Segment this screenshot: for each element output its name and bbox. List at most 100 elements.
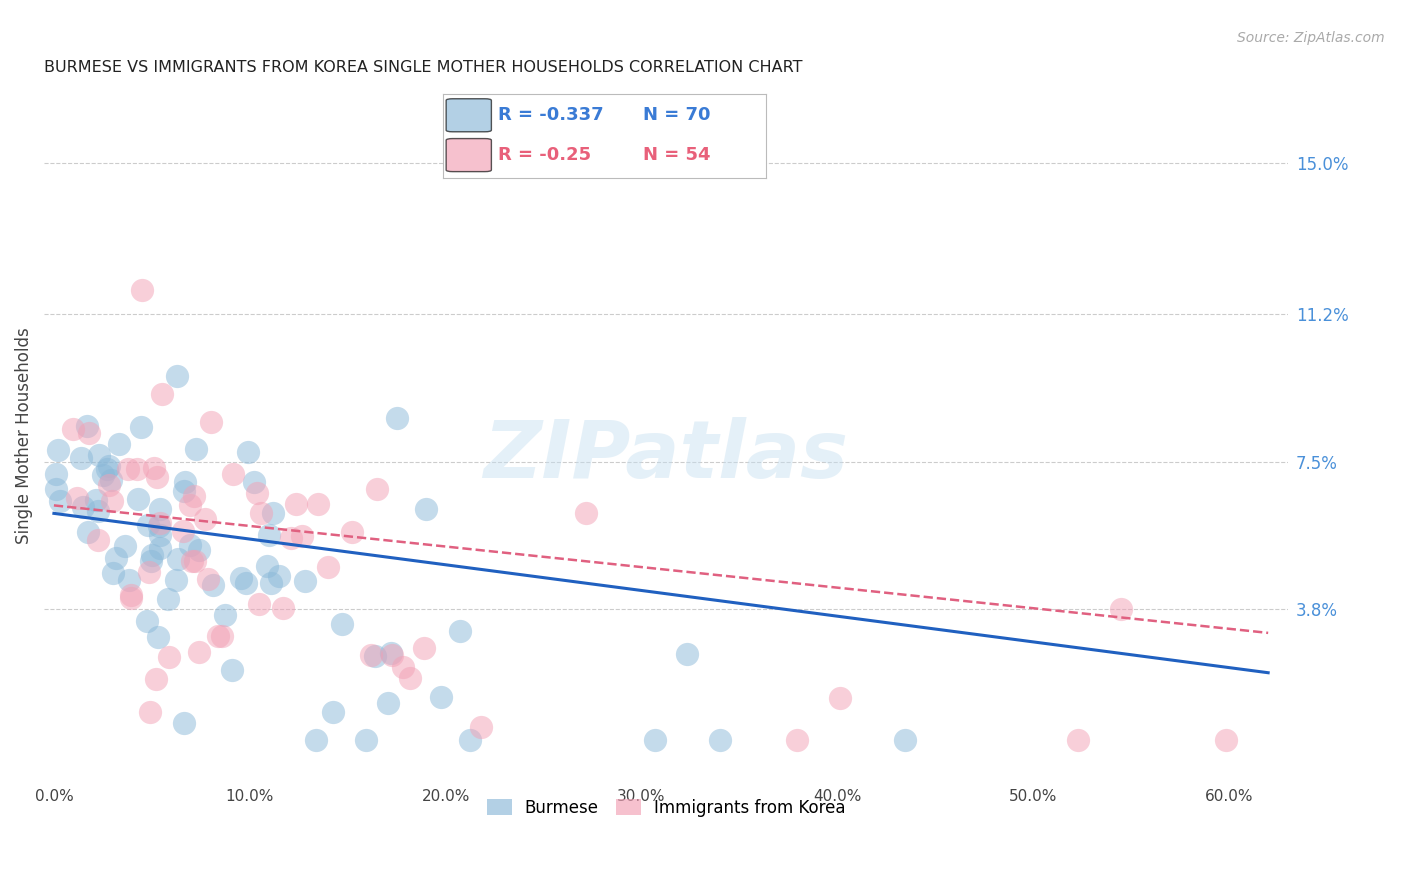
Point [145, 470, 167, 484]
Point [200, 415, 222, 429]
Point [172, 524, 194, 539]
Point [100, 473, 122, 487]
Point [173, 716, 195, 731]
Point [356, 733, 378, 747]
Point [179, 538, 201, 552]
Point [45, 483, 67, 497]
Point [385, 410, 408, 425]
Point [271, 601, 294, 615]
Point [235, 575, 257, 590]
Point [166, 369, 188, 384]
Point [46, 442, 69, 457]
Point [156, 591, 179, 606]
Point [256, 558, 278, 573]
Point [280, 531, 302, 545]
Point [91, 468, 114, 483]
Point [305, 733, 328, 747]
Point [894, 733, 917, 747]
Point [828, 691, 851, 706]
Point [429, 690, 451, 704]
Point [291, 529, 314, 543]
Point [184, 442, 207, 456]
Point [392, 660, 415, 674]
Text: N = 54: N = 54 [644, 146, 711, 164]
Point [165, 573, 187, 587]
Point [644, 733, 666, 747]
Point [114, 539, 136, 553]
Point [187, 543, 209, 558]
Text: Source: ZipAtlas.com: Source: ZipAtlas.com [1237, 31, 1385, 45]
Point [250, 506, 273, 520]
Point [470, 720, 492, 734]
Point [458, 733, 481, 747]
Point [262, 507, 284, 521]
Point [197, 572, 219, 586]
Point [86, 492, 108, 507]
Text: BURMESE VS IMMIGRANTS FROM KOREA SINGLE MOTHER HOUSEHOLDS CORRELATION CHART: BURMESE VS IMMIGRANTS FROM KOREA SINGLE … [44, 60, 803, 75]
Point [101, 494, 124, 508]
Point [575, 506, 598, 520]
FancyBboxPatch shape [446, 99, 492, 132]
Point [294, 574, 316, 588]
Point [127, 491, 149, 506]
Point [257, 528, 280, 542]
Point [676, 647, 699, 661]
Point [136, 517, 159, 532]
Text: R = -0.25: R = -0.25 [498, 146, 591, 164]
Point [316, 560, 339, 574]
Point [166, 551, 188, 566]
Text: R = -0.337: R = -0.337 [498, 106, 603, 124]
Point [183, 489, 205, 503]
Point [150, 387, 173, 401]
Point [149, 516, 172, 530]
Point [246, 486, 269, 500]
Point [131, 283, 153, 297]
Point [173, 484, 195, 499]
Point [87, 448, 110, 462]
Point [76, 418, 98, 433]
Point [381, 648, 404, 662]
Point [49, 494, 72, 508]
Y-axis label: Single Mother Households: Single Mother Households [15, 327, 32, 544]
Point [174, 475, 197, 489]
Text: ZIPatlas: ZIPatlas [484, 417, 848, 495]
Point [145, 672, 167, 686]
Point [97, 478, 120, 492]
Point [709, 733, 731, 747]
Point [322, 705, 344, 719]
Point [87, 504, 110, 518]
Point [201, 578, 224, 592]
Point [221, 663, 243, 677]
Point [242, 475, 264, 489]
Point [139, 705, 162, 719]
Point [77, 425, 100, 440]
Point [117, 462, 139, 476]
Point [87, 533, 110, 547]
Point [231, 571, 253, 585]
Text: N = 70: N = 70 [644, 106, 711, 124]
Point [247, 597, 270, 611]
Point [120, 591, 142, 606]
Point [142, 460, 165, 475]
Point [70, 451, 93, 466]
Point [149, 501, 172, 516]
Point [412, 640, 434, 655]
Point [188, 645, 211, 659]
Point [127, 462, 149, 476]
Point [104, 550, 127, 565]
Point [340, 524, 363, 539]
Point [214, 607, 236, 622]
Legend: Burmese, Immigrants from Korea: Burmese, Immigrants from Korea [479, 792, 852, 823]
Point [211, 629, 233, 643]
Point [136, 614, 159, 628]
Point [184, 554, 207, 568]
Point [148, 519, 170, 533]
Point [285, 497, 308, 511]
Point [222, 467, 245, 481]
Point [366, 483, 388, 497]
Point [141, 548, 163, 562]
Point [181, 554, 204, 568]
Point [139, 554, 162, 568]
Point [398, 671, 420, 685]
Point [45, 467, 67, 481]
